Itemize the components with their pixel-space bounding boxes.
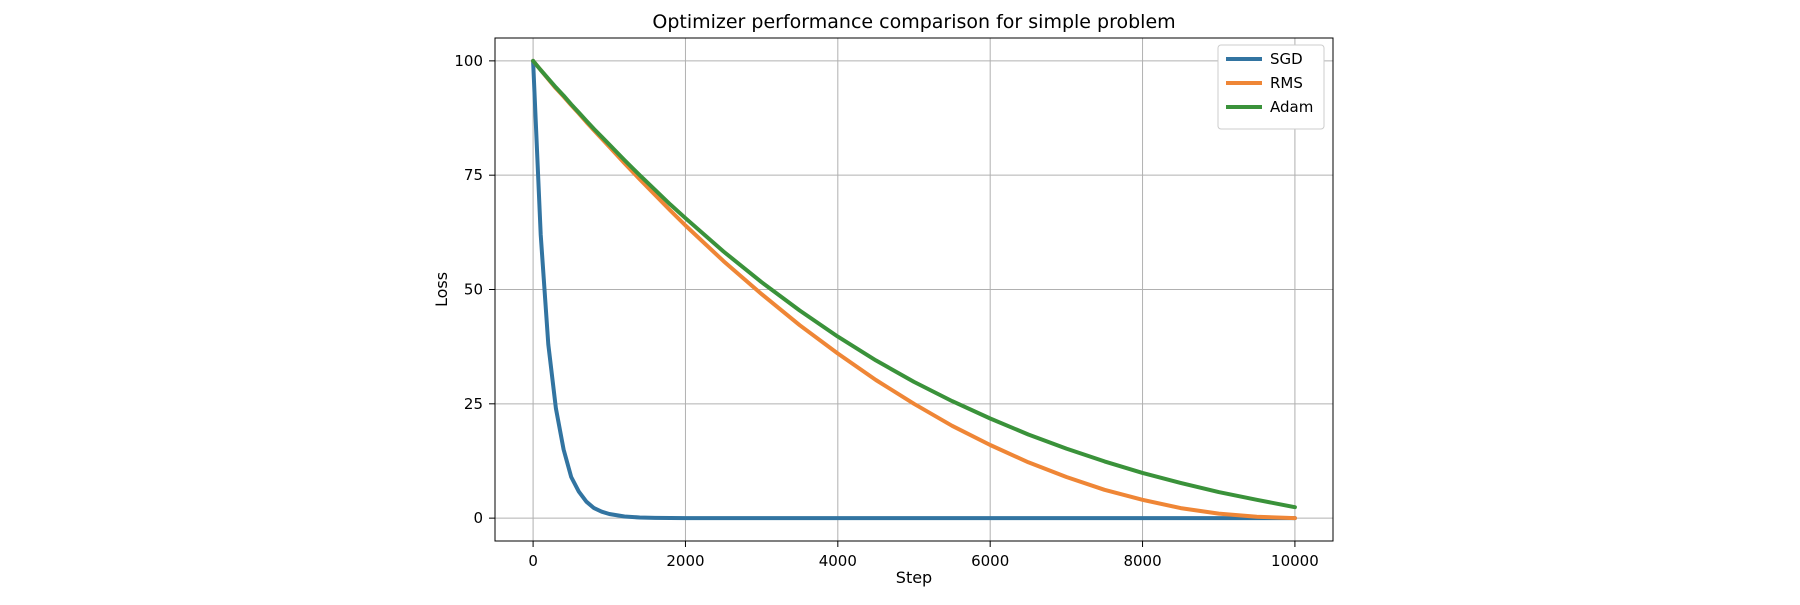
y-tick-label: 0 xyxy=(473,509,483,527)
x-axis-ticks: 0 2000 4000 6000 8000 10000 xyxy=(528,541,1319,570)
chart-title: Optimizer performance comparison for sim… xyxy=(652,11,1175,33)
legend-label-adam: Adam xyxy=(1270,98,1313,116)
x-tick-label: 2000 xyxy=(666,552,704,570)
y-axis-ticks: 0 25 50 75 100 xyxy=(454,52,495,527)
y-axis-label: Loss xyxy=(432,272,451,307)
y-tick-label: 75 xyxy=(464,166,483,184)
legend: SGD RMS Adam xyxy=(1217,44,1325,130)
x-tick-label: 0 xyxy=(528,552,538,570)
x-tick-label: 4000 xyxy=(819,552,857,570)
x-axis-label: Step xyxy=(896,568,932,587)
series-line-sgd xyxy=(531,58,1297,521)
grid xyxy=(495,38,1333,541)
series-lines xyxy=(531,58,1297,521)
y-tick-label: 25 xyxy=(464,395,483,413)
series-line-adam xyxy=(531,58,1297,510)
y-tick-label: 100 xyxy=(454,52,483,70)
legend-label-sgd: SGD xyxy=(1270,50,1303,68)
x-tick-label: 10000 xyxy=(1271,552,1319,570)
legend-label-rms: RMS xyxy=(1270,74,1303,92)
x-tick-label: 6000 xyxy=(971,552,1009,570)
y-tick-label: 50 xyxy=(464,281,483,299)
x-tick-label: 8000 xyxy=(1123,552,1161,570)
